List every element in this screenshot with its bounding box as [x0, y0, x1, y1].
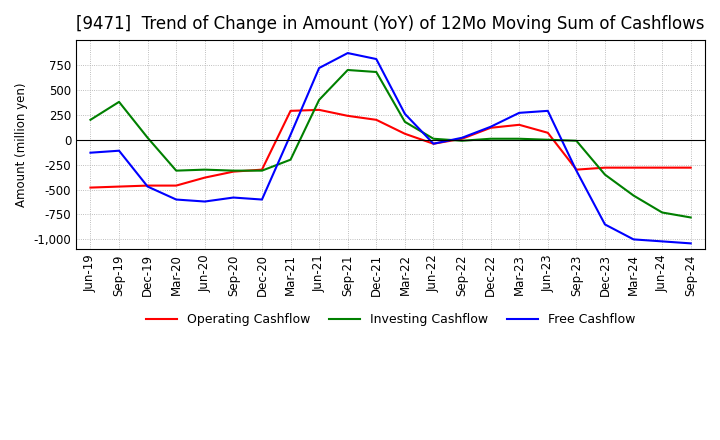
Investing Cashflow: [315, 97, 323, 103]
Operating Cashflow: [200, 175, 209, 180]
Investing Cashflow: [458, 138, 467, 143]
Free Cashflow: [629, 237, 638, 242]
Line: Free Cashflow: Free Cashflow: [91, 53, 690, 243]
Free Cashflow: [287, 132, 295, 137]
Free Cashflow: [229, 195, 238, 200]
Investing Cashflow: [143, 135, 152, 140]
Operating Cashflow: [629, 165, 638, 170]
Investing Cashflow: [686, 215, 695, 220]
Investing Cashflow: [172, 168, 181, 173]
Investing Cashflow: [572, 138, 581, 143]
Free Cashflow: [258, 197, 266, 202]
Investing Cashflow: [343, 67, 352, 73]
Free Cashflow: [486, 124, 495, 129]
Free Cashflow: [143, 184, 152, 189]
Investing Cashflow: [429, 136, 438, 141]
Free Cashflow: [429, 141, 438, 147]
Free Cashflow: [372, 56, 381, 62]
Free Cashflow: [458, 135, 467, 140]
Operating Cashflow: [114, 184, 123, 189]
Line: Investing Cashflow: Investing Cashflow: [91, 70, 690, 217]
Investing Cashflow: [600, 172, 609, 177]
Operating Cashflow: [515, 122, 523, 128]
Operating Cashflow: [600, 165, 609, 170]
Operating Cashflow: [686, 165, 695, 170]
Investing Cashflow: [544, 137, 552, 143]
Operating Cashflow: [343, 113, 352, 118]
Free Cashflow: [515, 110, 523, 115]
Operating Cashflow: [315, 107, 323, 113]
Legend: Operating Cashflow, Investing Cashflow, Free Cashflow: Operating Cashflow, Investing Cashflow, …: [140, 308, 641, 331]
Investing Cashflow: [200, 167, 209, 172]
Operating Cashflow: [400, 131, 409, 136]
Operating Cashflow: [172, 183, 181, 188]
Operating Cashflow: [429, 141, 438, 147]
Free Cashflow: [315, 66, 323, 71]
Free Cashflow: [544, 108, 552, 114]
Operating Cashflow: [86, 185, 95, 190]
Investing Cashflow: [258, 168, 266, 173]
Y-axis label: Amount (million yen): Amount (million yen): [15, 82, 28, 207]
Operating Cashflow: [458, 136, 467, 141]
Investing Cashflow: [372, 70, 381, 75]
Free Cashflow: [343, 51, 352, 56]
Operating Cashflow: [658, 165, 667, 170]
Operating Cashflow: [372, 117, 381, 122]
Free Cashflow: [172, 197, 181, 202]
Free Cashflow: [572, 168, 581, 173]
Free Cashflow: [658, 239, 667, 244]
Investing Cashflow: [629, 193, 638, 198]
Title: [9471]  Trend of Change in Amount (YoY) of 12Mo Moving Sum of Cashflows: [9471] Trend of Change in Amount (YoY) o…: [76, 15, 705, 33]
Operating Cashflow: [229, 169, 238, 174]
Investing Cashflow: [86, 117, 95, 122]
Operating Cashflow: [486, 125, 495, 130]
Free Cashflow: [686, 241, 695, 246]
Free Cashflow: [600, 222, 609, 227]
Free Cashflow: [86, 150, 95, 155]
Investing Cashflow: [287, 157, 295, 162]
Free Cashflow: [114, 148, 123, 154]
Investing Cashflow: [515, 136, 523, 141]
Investing Cashflow: [229, 168, 238, 173]
Operating Cashflow: [258, 167, 266, 172]
Operating Cashflow: [544, 130, 552, 136]
Operating Cashflow: [572, 167, 581, 172]
Operating Cashflow: [287, 108, 295, 114]
Investing Cashflow: [114, 99, 123, 105]
Investing Cashflow: [658, 210, 667, 215]
Line: Operating Cashflow: Operating Cashflow: [91, 110, 690, 187]
Free Cashflow: [200, 199, 209, 204]
Operating Cashflow: [143, 183, 152, 188]
Free Cashflow: [400, 111, 409, 117]
Investing Cashflow: [486, 136, 495, 141]
Investing Cashflow: [400, 119, 409, 125]
